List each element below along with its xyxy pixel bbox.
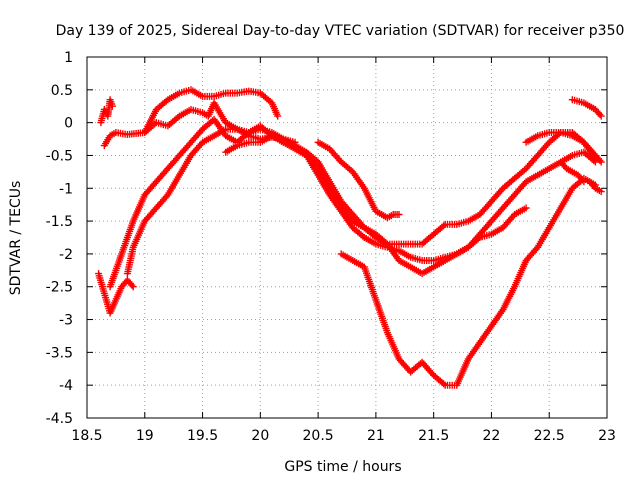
data-point: [108, 102, 116, 110]
data-point: [440, 222, 448, 230]
data-point: [395, 211, 403, 218]
plot-border: [86, 56, 608, 419]
y-tick-label: -3.5: [46, 345, 73, 361]
data-point: [522, 204, 530, 212]
y-tick-label: 0: [64, 116, 73, 132]
data-point: [597, 188, 605, 196]
x-tick-label: 20: [251, 428, 269, 444]
series-track-g: [314, 138, 403, 222]
x-tick-label: 18.5: [71, 428, 102, 444]
x-tick-label: 20.5: [303, 428, 334, 444]
series-track-m: [97, 96, 116, 127]
series-track-k: [568, 96, 605, 120]
y-axis-label: SDTVAR / TECUs: [8, 181, 24, 296]
data-point: [274, 112, 282, 120]
series-track-i: [522, 129, 605, 166]
data-point: [359, 232, 367, 240]
chart-title: Day 139 of 2025, Sidereal Day-to-day VTE…: [56, 23, 625, 39]
y-tick-label: 0.5: [51, 83, 73, 99]
series-track-h: [337, 174, 599, 389]
series-track-l: [586, 178, 605, 196]
data-point: [597, 112, 605, 120]
x-tick-label: 19.5: [187, 428, 218, 444]
y-tick-label: -2.5: [46, 280, 73, 296]
x-axis-label: GPS time / hours: [284, 459, 401, 475]
grid-lines: [87, 57, 607, 418]
data-point: [596, 156, 604, 164]
data-point: [578, 176, 586, 184]
data-point: [128, 281, 136, 289]
y-tick-label: 1: [64, 50, 73, 66]
x-tick-label: 22: [483, 428, 501, 444]
data-point: [440, 380, 448, 388]
series-track-f: [123, 122, 530, 278]
data-point: [129, 283, 137, 291]
x-tick-label: 21: [367, 428, 385, 444]
y-axis-ticks: 1 0.5 0 -0.5 -1 -1.5 -2 -2.5 -3 -3.5 -4 -4.5: [46, 50, 607, 427]
data-point: [174, 114, 182, 121]
x-tick-label: 23: [598, 428, 616, 444]
series-track-e: [95, 270, 137, 317]
x-tick-label: 19: [136, 428, 154, 444]
x-axis-ticks: 18.5 19 19.5 20 20.5 21 21.5 22 22.5 23: [71, 57, 616, 444]
y-tick-label: -3: [59, 313, 73, 329]
series-track-j: [557, 158, 588, 186]
data-point: [521, 166, 528, 174]
plot-frame: [86, 56, 608, 419]
x-tick-label: 21.5: [418, 428, 449, 444]
y-tick-label: -4: [59, 378, 73, 394]
data-point: [597, 158, 605, 166]
y-tick-label: -2: [59, 247, 73, 263]
y-tick-label: -4.5: [46, 411, 73, 427]
series-track-d: [106, 115, 599, 291]
y-tick-label: -1.5: [46, 214, 73, 230]
data-series: [95, 86, 605, 389]
y-tick-label: -1: [59, 181, 73, 197]
x-tick-label: 22.5: [534, 428, 565, 444]
y-tick-label: -0.5: [46, 148, 73, 164]
